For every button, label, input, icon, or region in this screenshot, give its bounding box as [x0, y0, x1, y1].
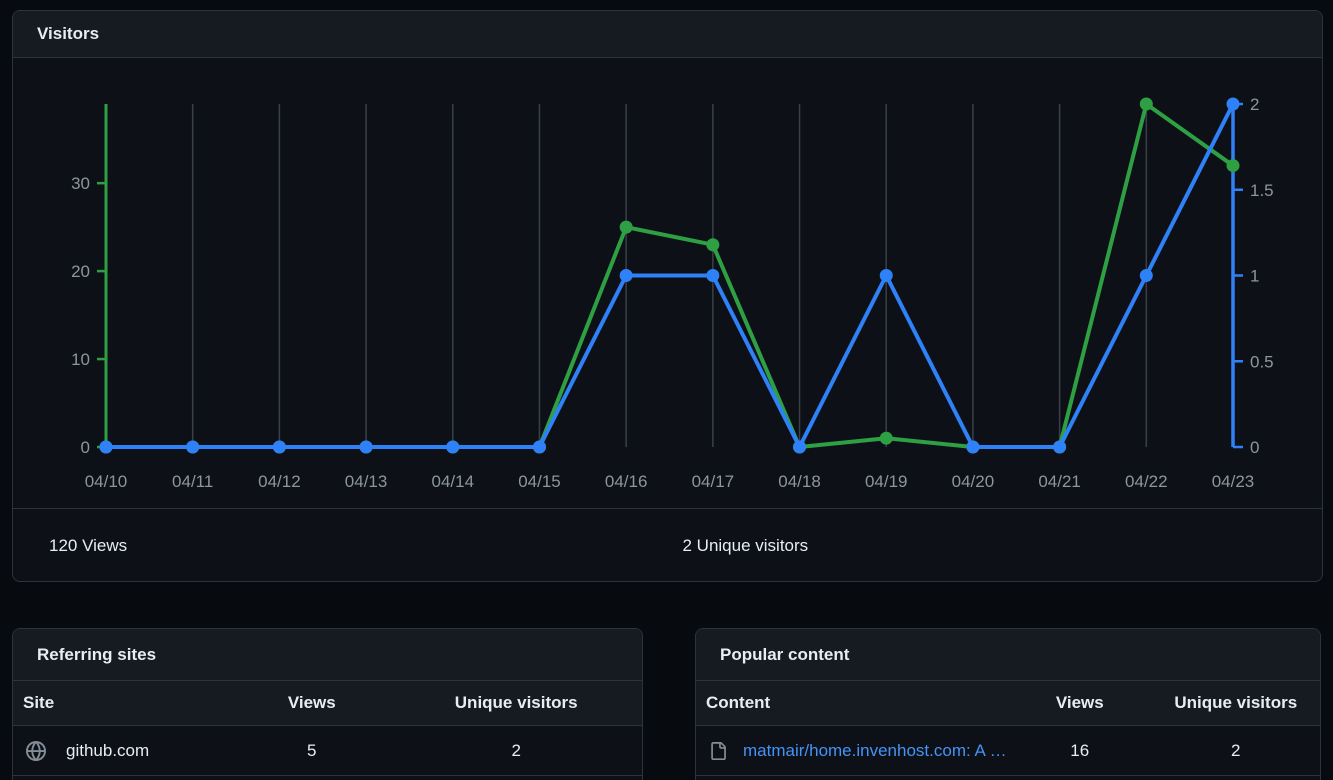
referring-site-views: 5: [307, 740, 317, 760]
visitors-chart-area: 0 10 20 30 0 0.5 1 1.5 2 04/10 04/11 04/12 04/13 04/1…: [13, 58, 1322, 508]
column-header-content: Content: [706, 693, 771, 712]
svg-text:1: 1: [1250, 267, 1259, 286]
popular-content-title: Popular content: [720, 644, 850, 664]
unique-visitors-stat: 2 Unique visitors: [682, 535, 809, 555]
column-header-views: Views: [287, 693, 336, 712]
popular-content-panel: Popular content Content Views Unique vis…: [695, 628, 1321, 780]
svg-text:10: 10: [71, 350, 90, 369]
referring-sites-panel: Referring sites Site Views Unique visito…: [12, 628, 643, 780]
svg-text:04/19: 04/19: [865, 472, 908, 491]
column-header-views: Views: [1055, 693, 1104, 712]
svg-text:04/16: 04/16: [605, 472, 648, 491]
svg-text:04/12: 04/12: [258, 472, 301, 491]
file-icon: [709, 741, 727, 760]
svg-text:0: 0: [81, 438, 90, 457]
svg-text:04/15: 04/15: [518, 472, 561, 491]
svg-text:2: 2: [1250, 95, 1259, 114]
svg-text:0: 0: [1250, 438, 1259, 457]
popular-content-header: Popular content: [696, 629, 1320, 681]
column-header-unique-visitors: Unique visitors: [1174, 693, 1298, 712]
column-header-unique-visitors: Unique visitors: [454, 693, 578, 712]
svg-text:20: 20: [71, 262, 90, 281]
referring-sites-column-headers: Site Views Unique visitors: [13, 681, 642, 726]
referring-site-name: github.com: [66, 740, 150, 760]
table-row: matmair/home.invenhost.com: A … 16 2: [696, 726, 1320, 776]
popular-content-unique: 2: [1231, 740, 1241, 760]
svg-text:04/18: 04/18: [778, 472, 821, 491]
svg-text:04/13: 04/13: [345, 472, 388, 491]
globe-icon: [26, 740, 46, 761]
visitors-panel-header: Visitors: [13, 11, 1322, 58]
svg-text:04/22: 04/22: [1125, 472, 1168, 491]
svg-text:04/21: 04/21: [1038, 472, 1081, 491]
popular-content-column-headers: Content Views Unique visitors: [696, 681, 1320, 726]
svg-text:30: 30: [71, 174, 90, 193]
visitors-title: Visitors: [37, 24, 100, 43]
referring-sites-header: Referring sites: [13, 629, 642, 681]
svg-text:04/23: 04/23: [1212, 472, 1255, 491]
column-header-site: Site: [23, 693, 55, 712]
svg-text:04/10: 04/10: [85, 472, 128, 491]
visitors-summary-bar: 120 Views 2 Unique visitors: [13, 508, 1322, 581]
svg-text:04/20: 04/20: [952, 472, 995, 491]
popular-content-views: 16: [1070, 740, 1090, 760]
total-views-stat: 120 Views: [49, 535, 128, 555]
popular-content-link[interactable]: matmair/home.invenhost.com: A …: [743, 740, 1007, 760]
svg-text:04/17: 04/17: [692, 472, 735, 491]
svg-text:0.5: 0.5: [1250, 352, 1274, 371]
svg-text:04/11: 04/11: [172, 472, 213, 491]
referring-site-unique: 2: [511, 740, 521, 760]
visitors-panel: Visitors 0 10 20 30 0 0.5 1 1.5 2 04/10 04/11 04/12…: [12, 10, 1323, 582]
svg-text:1.5: 1.5: [1250, 181, 1274, 200]
referring-sites-title: Referring sites: [37, 644, 157, 664]
visitors-line-chart[interactable]: 0 10 20 30 0 0.5 1 1.5 2 04/10 04/11 04/12 04/13 04/1…: [13, 58, 1322, 508]
table-row: github.com 5 2: [13, 726, 642, 776]
svg-text:04/14: 04/14: [431, 472, 474, 491]
